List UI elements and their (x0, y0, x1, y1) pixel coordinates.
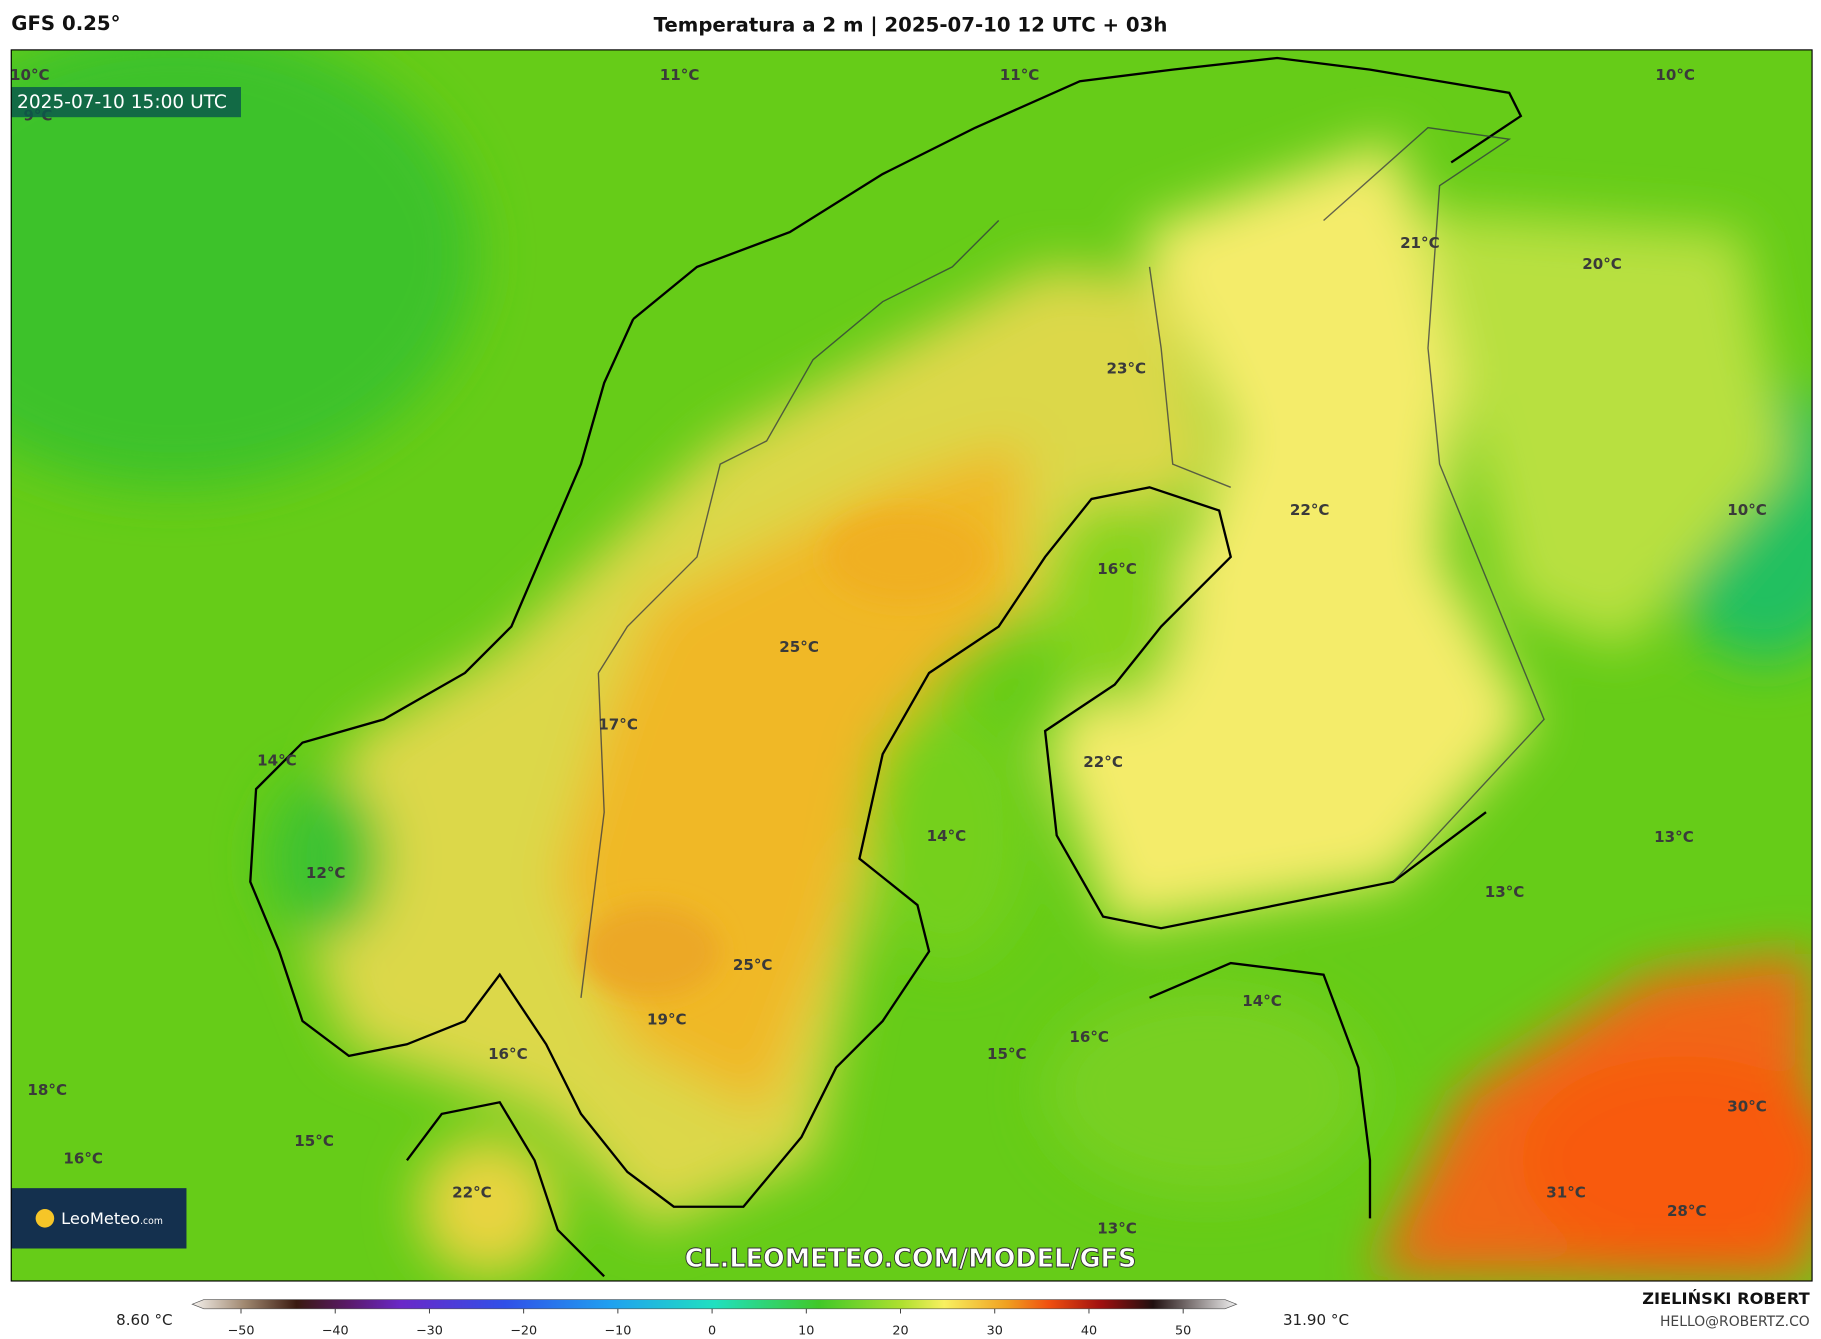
temperature-label: 16°C (488, 1045, 528, 1063)
temperature-label: 13°C (1654, 828, 1694, 846)
temperature-label: 30°C (1727, 1097, 1767, 1115)
temperature-label: 16°C (63, 1150, 103, 1168)
temperature-label: 18°C (27, 1081, 67, 1099)
temperature-label: 22°C (452, 1183, 492, 1201)
logo-sun (35, 1209, 55, 1228)
temperature-label: 16°C (1069, 1028, 1109, 1046)
temperature-label: 16°C (1097, 560, 1137, 578)
coastline (249, 56, 1523, 1278)
temperature-label: 10°C (10, 66, 50, 84)
map-frame (10, 49, 1813, 1282)
logo-text: LeoMeteo.com (61, 1209, 163, 1228)
temperature-label: 22°C (1290, 501, 1330, 519)
temperature-label: 28°C (1667, 1202, 1707, 1220)
temperature-label: 11°C (1000, 66, 1040, 84)
colorbar-tick-label: −20 (510, 1323, 537, 1338)
temperature-label: 19°C (647, 1010, 687, 1028)
colorbar-tick-label: −50 (228, 1323, 255, 1338)
temperature-label: 10°C (1727, 501, 1767, 519)
colorbar: −50 −40 −30 −20 −10 0 10 20 30 40 50 (191, 1299, 1238, 1338)
temperature-label: 14°C (927, 827, 967, 845)
temperature-label: 11°C (660, 66, 700, 84)
temperature-label: 12°C (306, 864, 346, 882)
temperature-label: 21°C (1400, 234, 1440, 252)
max-label: 31.90 °C (1283, 1311, 1349, 1329)
temperature-labels: 10°C11°C11°C10°C9°C21°C20°C23°C22°C10°C1… (10, 66, 1767, 1237)
watermark: CL.LEOMETEO.COM/MODEL/GFS (685, 1244, 1137, 1274)
warm-cores (580, 510, 988, 998)
contact: HELLO@ROBERTZ.CO (1660, 1314, 1810, 1330)
temperature-label: 20°C (1582, 255, 1622, 273)
temperature-label: 14°C (1242, 992, 1282, 1010)
temperature-field (11, 49, 1813, 1281)
temperature-label: 17°C (598, 716, 638, 734)
temperature-label: 10°C (1655, 66, 1695, 84)
temperature-label: 23°C (1107, 359, 1147, 377)
colorbar-tick-label: 30 (987, 1323, 1003, 1338)
logo-suffix: .com (140, 1216, 163, 1227)
author: ZIELIŃSKI ROBERT (1642, 1289, 1809, 1308)
temperature-label: 31°C (1546, 1183, 1586, 1201)
colorbar-tick-label: 10 (798, 1323, 814, 1338)
temperature-label: 13°C (1485, 883, 1525, 901)
map-area: 10°C11°C11°C10°C9°C21°C20°C23°C22°C10°C1… (10, 49, 1813, 1281)
colorbar-tick-label: 20 (892, 1323, 908, 1338)
colorbar-scale (191, 1299, 1238, 1310)
temperature-label: 25°C (733, 956, 773, 974)
colorbar-tick-label: −10 (604, 1323, 631, 1338)
temperature-label: 15°C (987, 1045, 1027, 1063)
time-box (11, 87, 241, 118)
colorbar-tick-label: −40 (322, 1323, 349, 1338)
temperature-label: 22°C (1083, 753, 1123, 771)
borders (580, 126, 1545, 998)
temperature-label: 25°C (779, 638, 819, 656)
temperature-label: 13°C (1097, 1219, 1137, 1237)
colorbar-tick-label: 50 (1175, 1323, 1191, 1338)
logo-name: LeoMeteo (61, 1209, 140, 1228)
valid-time: 2025-07-10 15:00 UTC (17, 92, 227, 113)
colorbar-tick-label: −30 (416, 1323, 443, 1338)
model-name: GFS 0.25° (11, 12, 120, 35)
min-label: 8.60 °C (116, 1311, 172, 1329)
temperature-label: 15°C (294, 1132, 334, 1150)
map-title: Temperatura a 2 m | 2025-07-10 12 UTC + … (654, 13, 1168, 36)
colorbar-tick-label: 40 (1081, 1323, 1097, 1338)
colorbar-tick-label: 0 (708, 1323, 716, 1338)
temperature-label: 14°C (257, 752, 297, 770)
